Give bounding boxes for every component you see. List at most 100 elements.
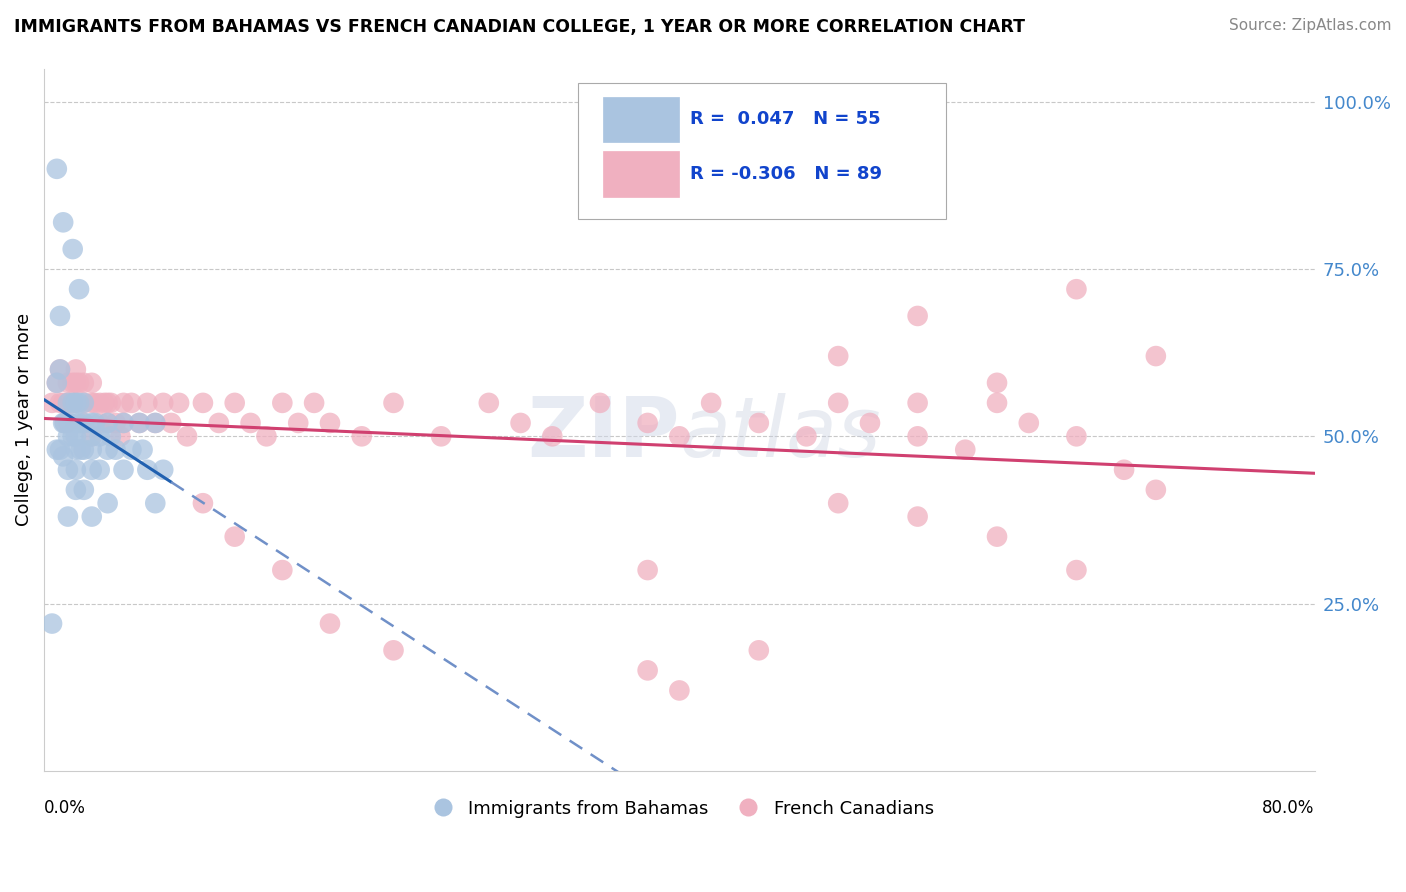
Point <box>73 376 96 390</box>
Point <box>955 442 977 457</box>
Point <box>56 463 79 477</box>
Point <box>907 509 929 524</box>
Point <box>62 396 84 410</box>
Point <box>65 376 87 390</box>
Point <box>45 442 67 457</box>
Point <box>796 429 818 443</box>
Point <box>73 483 96 497</box>
Point <box>84 396 107 410</box>
Point <box>97 416 120 430</box>
Point <box>67 396 90 410</box>
Point <box>65 463 87 477</box>
Point <box>907 309 929 323</box>
Point <box>827 349 849 363</box>
Point <box>827 496 849 510</box>
Point <box>67 282 90 296</box>
Point <box>52 396 75 410</box>
Point <box>49 362 72 376</box>
Text: atlas: atlas <box>679 393 882 475</box>
Point <box>97 416 120 430</box>
Point <box>62 242 84 256</box>
Point <box>80 429 103 443</box>
Point <box>67 376 90 390</box>
Point <box>541 429 564 443</box>
Point <box>509 416 531 430</box>
Point <box>80 509 103 524</box>
Point <box>104 416 127 430</box>
Point <box>748 416 770 430</box>
Point <box>637 416 659 430</box>
Point <box>62 376 84 390</box>
Point <box>56 396 79 410</box>
Point <box>271 563 294 577</box>
Point <box>53 416 76 430</box>
Point <box>637 664 659 678</box>
Point <box>136 396 159 410</box>
Point <box>191 496 214 510</box>
Y-axis label: College, 1 year or more: College, 1 year or more <box>15 313 32 526</box>
Point <box>97 496 120 510</box>
Point <box>89 416 111 430</box>
Point <box>907 429 929 443</box>
Point <box>1144 349 1167 363</box>
Point <box>100 396 122 410</box>
Point <box>65 442 87 457</box>
Text: R =  0.047   N = 55: R = 0.047 N = 55 <box>689 110 880 128</box>
Point <box>637 563 659 577</box>
Text: IMMIGRANTS FROM BAHAMAS VS FRENCH CANADIAN COLLEGE, 1 YEAR OR MORE CORRELATION C: IMMIGRANTS FROM BAHAMAS VS FRENCH CANADI… <box>14 18 1025 36</box>
Point <box>143 416 166 430</box>
Point <box>1144 483 1167 497</box>
FancyBboxPatch shape <box>578 83 946 219</box>
Point <box>121 442 143 457</box>
Point <box>478 396 501 410</box>
Point <box>58 416 80 430</box>
Point <box>41 396 63 410</box>
Point <box>80 442 103 457</box>
Point <box>668 683 690 698</box>
Point <box>49 442 72 457</box>
Text: R = -0.306   N = 89: R = -0.306 N = 89 <box>689 165 882 183</box>
Point <box>110 429 132 443</box>
Point <box>73 416 96 430</box>
Point <box>112 396 135 410</box>
Text: Source: ZipAtlas.com: Source: ZipAtlas.com <box>1229 18 1392 33</box>
Point <box>56 396 79 410</box>
Point <box>80 463 103 477</box>
Point <box>104 442 127 457</box>
Point <box>73 396 96 410</box>
Point <box>84 416 107 430</box>
Point <box>97 396 120 410</box>
Point <box>65 396 87 410</box>
Point <box>907 396 929 410</box>
Point <box>112 463 135 477</box>
Point <box>56 429 79 443</box>
Point <box>430 429 453 443</box>
Point <box>89 396 111 410</box>
Point <box>67 416 90 430</box>
Point <box>986 396 1008 410</box>
Point <box>80 376 103 390</box>
Point <box>65 396 87 410</box>
Point <box>89 429 111 443</box>
Point <box>382 396 405 410</box>
Point <box>131 442 153 457</box>
Point <box>152 463 174 477</box>
Point <box>350 429 373 443</box>
Text: 80.0%: 80.0% <box>1263 799 1315 817</box>
Point <box>700 396 723 410</box>
Point <box>302 396 325 410</box>
Point <box>224 530 246 544</box>
Point <box>1018 416 1040 430</box>
Point <box>45 376 67 390</box>
Point <box>93 396 115 410</box>
Point <box>986 530 1008 544</box>
Point <box>80 396 103 410</box>
Point <box>986 376 1008 390</box>
Point <box>319 416 342 430</box>
Point <box>152 396 174 410</box>
Point <box>112 416 135 430</box>
Point <box>56 416 79 430</box>
Point <box>256 429 278 443</box>
Point <box>56 376 79 390</box>
Point <box>100 429 122 443</box>
